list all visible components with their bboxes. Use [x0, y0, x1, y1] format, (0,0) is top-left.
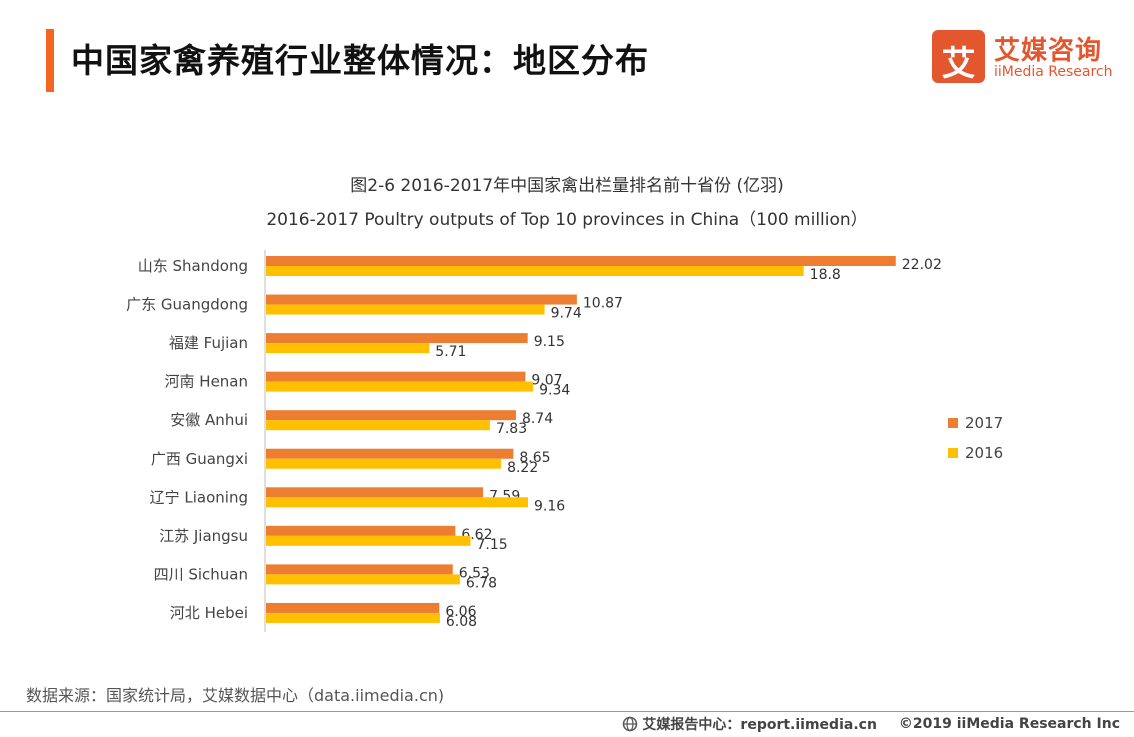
data-label-2016: 18.8 — [810, 267, 841, 283]
category-label: 辽宁 Liaoning — [150, 488, 248, 506]
bar-2016 — [266, 612, 440, 623]
data-label-2016: 9.34 — [539, 383, 570, 399]
data-label-2017: 22.02 — [902, 257, 942, 273]
category-label: 河南 Henan — [165, 373, 248, 391]
data-label-2017: 8.65 — [519, 450, 550, 466]
bar-2017 — [266, 487, 484, 498]
bar-2016 — [266, 574, 460, 585]
iimedia-logo: 艾 艾媒咨询 iiMedia Research — [932, 30, 1122, 86]
bar-2016 — [266, 458, 502, 469]
bar-2017 — [266, 371, 526, 382]
data-label-2016: 6.08 — [446, 614, 477, 630]
footer-divider — [0, 711, 1134, 712]
data-label-2016: 7.15 — [476, 537, 507, 553]
data-label-2016: 7.83 — [496, 421, 527, 437]
data-label-2016: 8.22 — [507, 460, 538, 476]
bar-2017 — [266, 564, 453, 575]
bar-2017 — [266, 294, 577, 305]
bar-2016 — [266, 343, 430, 354]
category-label: 河北 Hebei — [170, 604, 248, 622]
category-label: 福建 Fujian — [169, 334, 248, 352]
chart-title: 图2-6 2016-2017年中国家禽出栏量排名前十省份 (亿羽) — [350, 176, 784, 196]
category-label: 安徽 Anhui — [170, 411, 248, 429]
category-label: 四川 Sichuan — [154, 565, 248, 583]
logo-name-cn: 艾媒咨询 — [994, 36, 1103, 66]
data-label-2016: 6.78 — [466, 575, 497, 591]
category-label: 山东 Shandong — [138, 257, 248, 275]
bar-2016 — [266, 497, 528, 508]
bar-2017 — [266, 333, 528, 344]
bar-2017 — [266, 410, 516, 421]
category-label: 广西 Guangxi — [151, 450, 248, 468]
bar-2017 — [266, 448, 514, 459]
category-label: 广东 Guangdong — [126, 296, 248, 314]
bar-2017 — [266, 525, 456, 536]
bar-2016 — [266, 535, 471, 546]
data-label-2017: 9.15 — [534, 334, 565, 350]
data-label-2016: 9.74 — [551, 306, 582, 322]
footer-copyright: ©2019 iiMedia Research Inc — [898, 716, 1120, 732]
legend-label-2017: 2017 — [965, 414, 1003, 432]
logo-mark: 艾 — [932, 30, 985, 84]
data-label-2016: 9.16 — [534, 498, 565, 514]
chart-subtitle: 2016-2017 Poultry outputs of Top 10 prov… — [266, 210, 868, 230]
legend-swatch-2016 — [948, 448, 958, 458]
footer-site: 艾媒报告中心：report.iimedia.cn — [642, 717, 877, 733]
data-label-2017: 6.06 — [445, 604, 476, 620]
bar-2016 — [266, 381, 534, 392]
logo-name-en: iiMedia Research — [994, 64, 1113, 80]
bar-2017 — [266, 256, 896, 266]
source-note: 数据来源：国家统计局，艾媒数据中心（data.iimedia.cn) — [26, 686, 445, 705]
data-label-2017: 9.07 — [531, 373, 562, 389]
legend-swatch-2017 — [948, 418, 958, 428]
page-title: 中国家禽养殖行业整体情况：地区分布 — [71, 41, 649, 80]
data-label-2017: 8.74 — [522, 411, 553, 427]
bar-2017 — [266, 602, 440, 613]
footer: 艾媒报告中心：report.iimedia.cn ©2019 iiMedia R… — [622, 714, 1120, 734]
bar-2016 — [266, 420, 490, 431]
data-label-2017: 10.87 — [583, 296, 623, 312]
data-label-2016: 5.71 — [435, 344, 466, 360]
globe-icon — [623, 716, 638, 732]
bar-2016 — [266, 304, 545, 315]
category-label: 江苏 Jiangsu — [159, 527, 248, 545]
data-label-2017: 6.53 — [459, 565, 490, 581]
bar-2016 — [266, 266, 804, 276]
title-accent-bar — [46, 29, 54, 92]
legend-label-2016: 2016 — [965, 444, 1003, 462]
